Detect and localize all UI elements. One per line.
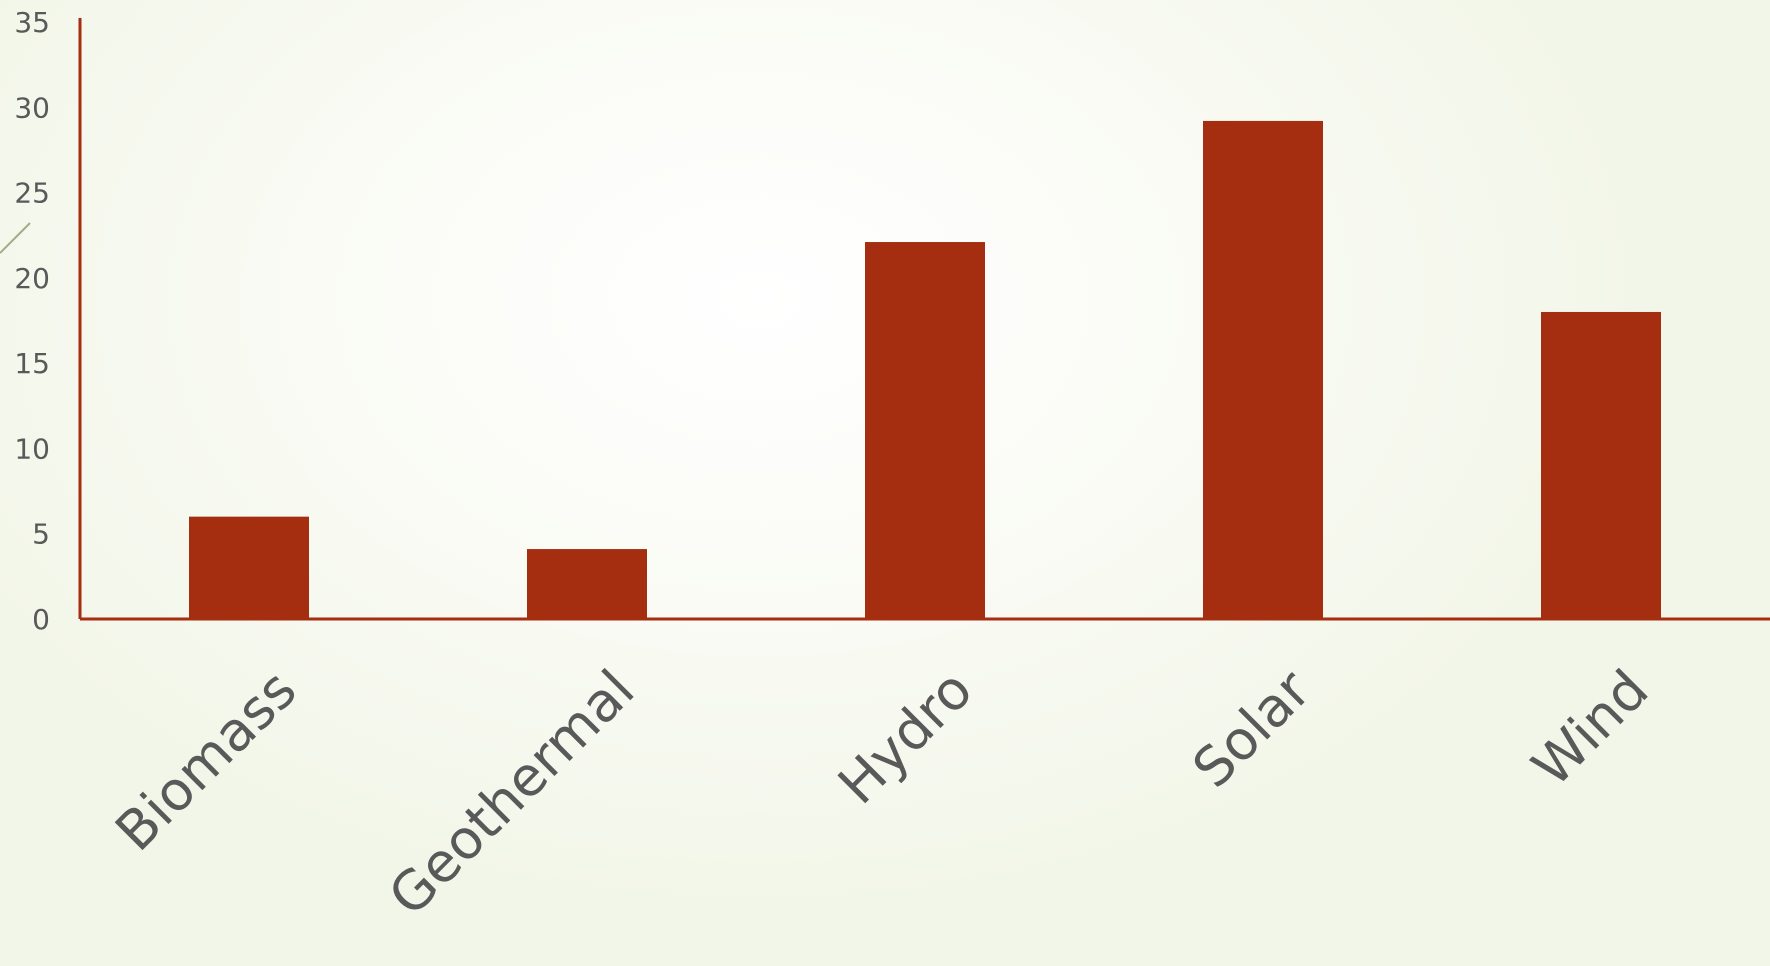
bar-hydro xyxy=(865,242,985,619)
y-tick-label: 35 xyxy=(14,6,50,39)
y-tick-label: 15 xyxy=(14,347,50,380)
y-axis-ticks: 0 5 10 15 20 25 30 35 xyxy=(14,6,50,636)
bars xyxy=(189,120,1661,619)
x-category-label: Geothermal xyxy=(377,658,647,928)
y-tick-label: 30 xyxy=(14,91,50,124)
decorative-corner-line xyxy=(0,222,31,254)
bar-geothermal xyxy=(527,549,647,619)
x-category-label: Solar xyxy=(1181,657,1323,799)
y-tick-label: 0 xyxy=(32,603,50,636)
bar-biomass xyxy=(189,516,309,619)
y-tick-label: 20 xyxy=(14,262,50,295)
bar-solar xyxy=(1203,120,1323,619)
x-category-label: Hydro xyxy=(826,658,984,816)
bar-wind xyxy=(1541,311,1661,619)
y-tick-label: 10 xyxy=(14,432,50,465)
x-category-label: Wind xyxy=(1520,658,1661,799)
x-axis-labels: Biomass Geothermal Hydro Solar Wind xyxy=(103,657,1660,927)
y-tick-label: 25 xyxy=(14,177,50,210)
x-category-label: Biomass xyxy=(103,658,308,863)
y-tick-label: 5 xyxy=(32,518,50,551)
